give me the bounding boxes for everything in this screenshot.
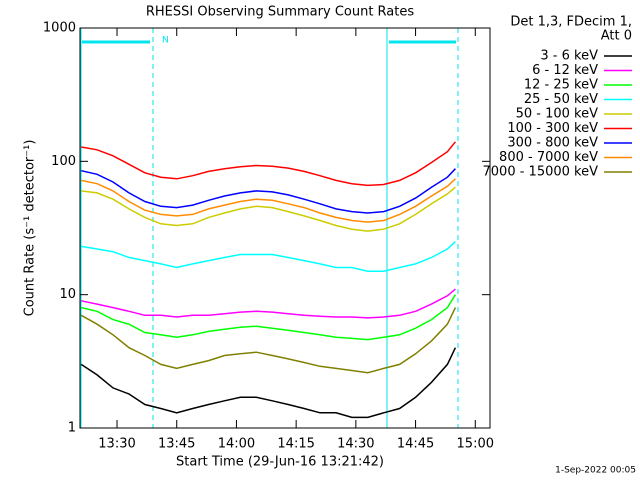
- x-axis-label: Start Time (29-Jun-16 13:21:42): [176, 455, 384, 470]
- legend-label: 6 - 12 keV: [532, 63, 598, 78]
- legend-label: 7000 - 15000 keV: [483, 165, 599, 180]
- series-line: [80, 347, 457, 419]
- legend-label: 300 - 800 keV: [507, 136, 598, 151]
- y-tick-label: 1: [68, 421, 76, 436]
- series-line: [80, 307, 457, 374]
- series-line: [81, 288, 456, 319]
- x-tick-label: 15:00: [457, 437, 494, 452]
- series-line: [81, 141, 456, 187]
- chart-title: RHESSI Observing Summary Count Rates: [146, 5, 415, 20]
- series-line: [81, 294, 457, 341]
- legend-label: 50 - 100 keV: [516, 107, 599, 122]
- y-tick-label: 1000: [43, 21, 76, 36]
- series-line: [81, 241, 456, 272]
- footer: 1-Sep-2022 00:05: [555, 466, 636, 476]
- legend-label: 12 - 25 keV: [524, 78, 598, 93]
- y-tick-label: 100: [51, 154, 76, 169]
- annotation-lines: [80, 28, 459, 428]
- legend-title: Det 1,3, FDecim 1,: [510, 15, 632, 30]
- x-tick-label: 14:00: [218, 437, 255, 452]
- annotation: N: [162, 36, 169, 46]
- legend-label: 100 - 300 keV: [507, 121, 598, 136]
- legend-label: 800 - 7000 keV: [499, 150, 598, 165]
- y-axis-label: Count Rate (s⁻¹ detector⁻¹): [23, 140, 38, 317]
- series-line: [81, 168, 456, 214]
- legend-title: Att 0: [601, 29, 632, 44]
- x-tick-label: 14:45: [397, 437, 434, 452]
- x-tick-label: 14:15: [277, 437, 314, 452]
- x-tick-label: 14:30: [337, 437, 374, 452]
- plot-frame: [79, 27, 491, 429]
- x-tick-label: 13:45: [158, 437, 195, 452]
- x-tick-label: 13:30: [98, 437, 135, 452]
- series-line: [81, 186, 456, 232]
- legend-label: 3 - 6 keV: [540, 49, 598, 64]
- y-tick-label: 10: [59, 287, 76, 302]
- series-line: [81, 178, 456, 223]
- legend-label: 25 - 50 keV: [524, 92, 598, 107]
